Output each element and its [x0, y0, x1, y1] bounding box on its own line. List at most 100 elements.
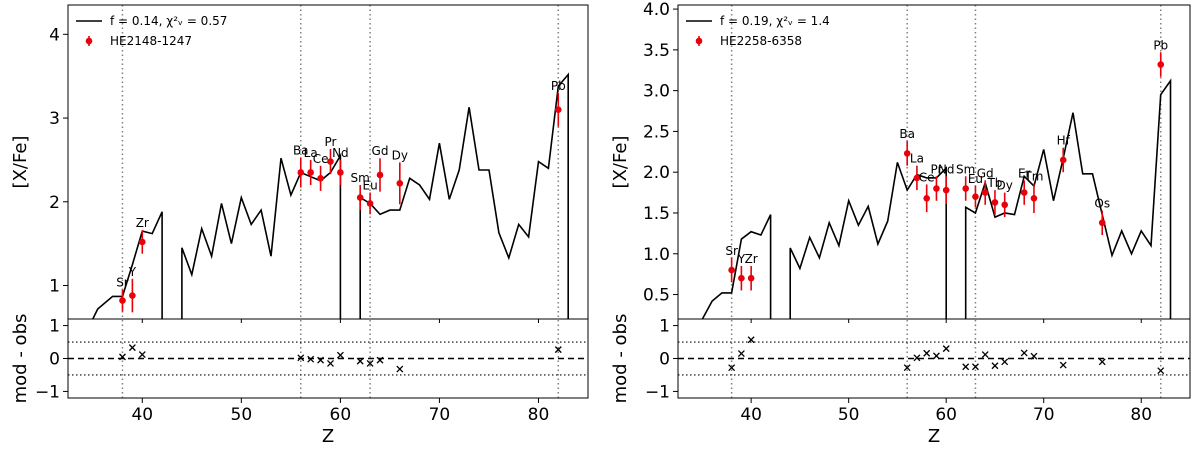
chart2-y-tick-label: 2.5 — [643, 122, 670, 142]
chart1-data-point-Nd — [337, 169, 344, 176]
chart2-data-point-Y — [738, 274, 745, 282]
chart1-resid-y-tick-label: 1 — [49, 317, 60, 337]
chart2-residual-stroke — [1157, 367, 1165, 375]
chart1-legend-model-label: f = 0.14, χ²ᵥ = 0.57 — [110, 14, 227, 28]
chart2-data-point-Sm — [962, 185, 969, 192]
chart2-element-label-Os: Os — [1094, 197, 1110, 211]
chart2-residual-marker-Sr — [728, 364, 736, 372]
chart2-resid-y-tick-label: 1 — [659, 317, 670, 337]
chart2-residual-marker-Nd — [942, 345, 950, 353]
chart1-residual-stroke — [336, 351, 344, 359]
chart2-residual-stroke — [962, 363, 970, 371]
chart2-y-tick-label: 1.0 — [643, 245, 670, 265]
chart2-element-label-Sr: Sr — [725, 244, 738, 258]
chart1-data-point-Sr — [119, 297, 126, 304]
chart2-data-point-Gd — [981, 189, 989, 196]
chart2-model-line-segment — [964, 78, 1172, 319]
chart2-residual-stroke — [903, 364, 911, 372]
chart1-residual-marker-Pr — [327, 359, 334, 367]
chart2-element-label-Ce: Ce — [919, 170, 935, 184]
chart1-y-tick-label: 2 — [49, 193, 60, 213]
chart2-y-tick-label: 4.0 — [643, 0, 670, 20]
chart2-data-point-Pr — [933, 185, 940, 192]
chart2-x-axis-title: Z — [928, 426, 940, 447]
chart2-legend-star-marker — [695, 37, 703, 45]
chart1-residual-marker-Ce — [317, 356, 325, 364]
chart2-residual-marker-Gd — [981, 351, 989, 359]
chart2-x-tick-label: 80 — [1130, 405, 1152, 425]
chart2-residual-marker-Ce — [923, 349, 931, 357]
chart2-model-line-segment — [789, 162, 948, 319]
chart2-residual-stroke — [1020, 349, 1028, 357]
chart1-model-line-segment — [92, 211, 163, 319]
chart2-element-label-La: La — [910, 152, 924, 166]
chart2-residual-marker-Zr — [747, 336, 755, 344]
chart2-residual-stroke — [1030, 352, 1038, 360]
chart1-residual-marker-Nd — [336, 351, 344, 359]
chart1-residual-marker-Eu — [366, 359, 374, 367]
chart2-residual-stroke — [747, 336, 755, 344]
chart1-data-point-Zr — [138, 238, 146, 246]
chart2-residual-marker-Er — [1020, 349, 1028, 357]
chart2-residual-marker-Pb — [1157, 367, 1165, 375]
chart2-element-label-Nd: Nd — [938, 162, 955, 176]
chart1-residual-marker-Sm — [356, 357, 364, 365]
chart1-residual-marker-Ba — [297, 354, 305, 362]
chart1-residual-stroke — [119, 353, 126, 361]
chart2-element-label-Y: Y — [737, 252, 746, 266]
chart2-data-point-Nd — [942, 186, 950, 194]
chart1-data-point-Dy — [396, 180, 404, 187]
chart2-data-point-Sr — [728, 266, 735, 274]
chart2-data-point-Tm — [1030, 194, 1038, 202]
chart1-data-point-Y — [129, 292, 136, 299]
chart1-element-label-Sm: Sm — [351, 171, 370, 185]
chart1-element-label-Nd: Nd — [332, 146, 349, 160]
chart1-element-label-Sr: Sr — [116, 276, 129, 290]
chart1-model-line-segment — [181, 152, 342, 319]
chart1-element-label-Dy: Dy — [392, 148, 408, 162]
chart2-x-tick-label: 70 — [1033, 405, 1055, 425]
chart1-element-label-Zr: Zr — [136, 216, 149, 230]
chart1-x-tick-label: 40 — [131, 405, 153, 425]
chart1-element-label-Gd: Gd — [372, 144, 389, 158]
chart1-legend-star-label: HE2148-1247 — [110, 34, 192, 48]
chart2-residual-stroke — [971, 363, 979, 371]
chart2-element-label-Tb: Tb — [986, 176, 1002, 190]
chart2-model-group — [701, 78, 1172, 319]
chart1-residual-stroke — [356, 357, 364, 365]
chart2-x-tick-label: 60 — [935, 405, 957, 425]
chart2-data-point-Dy — [1001, 201, 1009, 209]
chart2-y-tick-label: 1.5 — [643, 204, 670, 224]
chart2-element-label-Pr: Pr — [930, 162, 942, 176]
chart1-residual-stroke — [396, 365, 404, 373]
chart2-data-point-Ba — [903, 150, 911, 157]
chart1-element-label-Pb: Pb — [551, 79, 566, 93]
chart2-residual-marker-Tm — [1030, 352, 1038, 360]
chart1-y-tick-label: 4 — [49, 25, 60, 45]
chart2-residual-marker-Tb — [991, 362, 999, 370]
chart2-resid-y-axis-title: mod - obs — [610, 314, 631, 404]
chart1-element-label-Ce: Ce — [313, 152, 329, 166]
chart2-residual-marker-Dy — [1001, 358, 1009, 366]
chart1-x-tick-label: 60 — [330, 405, 352, 425]
chart1-legend-star-marker — [85, 37, 93, 45]
chart2-y-tick-label: 2.0 — [643, 163, 670, 183]
chart1-residual-stroke — [138, 351, 146, 359]
chart2-residual-stroke — [923, 349, 931, 357]
chart1-data-point-Pb — [554, 106, 562, 113]
chart2-model-line-segment — [701, 214, 772, 319]
chart2-x-tick-label: 50 — [838, 405, 860, 425]
chart2-residual-marker-Sm — [962, 363, 970, 371]
chart2-residual-marker-Pr — [932, 352, 940, 360]
chart1-residual-marker-Gd — [376, 356, 384, 364]
chart1-data-point-Pr — [327, 158, 334, 165]
chart1-x-axis-title: Z — [322, 426, 334, 447]
chart2-data-point-Os — [1098, 219, 1106, 227]
chart1-residual-stroke — [297, 354, 305, 362]
chart1-residual-stroke — [376, 356, 384, 364]
chart1-element-label-Ba: Ba — [293, 143, 309, 157]
chart2-data-point-Er — [1020, 189, 1028, 196]
chart2-residual-stroke — [981, 351, 989, 359]
chart2-x-tick-label: 40 — [740, 405, 762, 425]
